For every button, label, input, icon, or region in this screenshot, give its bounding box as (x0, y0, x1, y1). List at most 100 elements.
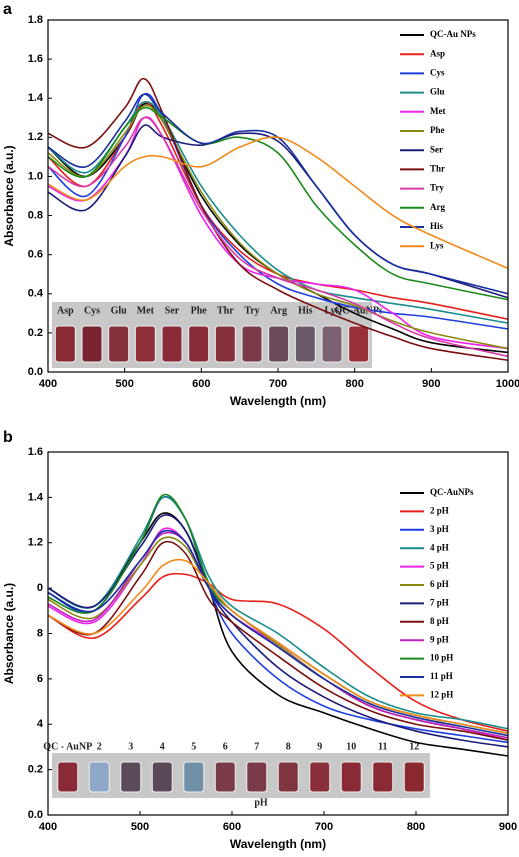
inset-photo (52, 753, 430, 798)
inset-label: 4 (160, 741, 165, 752)
inset-label: 5 (191, 741, 196, 752)
x-axis-title: Wavelength (nm) (230, 837, 326, 851)
inset-photo (52, 302, 372, 368)
vial (403, 761, 425, 793)
inset-label: 10 (346, 741, 356, 752)
series-line (47, 136, 509, 270)
legend-label: Cys (430, 67, 445, 77)
legend-label: 8 pH (430, 616, 449, 626)
y-tick-label: 0.2 (28, 764, 43, 776)
y-axis-title: Absorbance (a.u.) (2, 583, 16, 684)
vial (214, 761, 236, 793)
vial (134, 325, 156, 363)
series-line (47, 77, 509, 362)
vial (88, 761, 110, 793)
vial (268, 325, 290, 363)
y-tick-label: 8 (37, 627, 43, 639)
legend-label: 12 pH (430, 689, 453, 699)
vial (54, 325, 76, 363)
y-tick-label: 1.0 (28, 170, 43, 182)
legend-label: His (430, 221, 444, 231)
inset-label: QC-AuNPs (334, 305, 382, 316)
series-line (47, 540, 509, 741)
vial (183, 761, 205, 793)
vial (340, 761, 362, 793)
legend-label: 11 pH (430, 671, 453, 681)
y-tick-label: 6 (37, 673, 43, 685)
vial (120, 761, 142, 793)
inset-label: Thr (217, 305, 234, 316)
inset-label: 2 (97, 741, 102, 752)
legend-label: Phe (430, 125, 445, 135)
legend-label: 2 pH (430, 505, 449, 515)
series-line (47, 93, 509, 295)
x-tick-label: 700 (315, 821, 333, 833)
y-tick-label: 1.4 (28, 92, 44, 104)
vial (57, 761, 79, 793)
x-tick-label: 600 (223, 821, 241, 833)
y-tick-label: 1.2 (28, 131, 43, 143)
legend-label: 9 pH (430, 634, 449, 644)
series-line (47, 104, 509, 350)
y-tick-label: 1.8 (28, 14, 43, 26)
y-axis-title: Absorbance (a.u.) (2, 145, 16, 246)
y-tick-label: 0.2 (28, 327, 43, 339)
inset-label: Cys (84, 305, 100, 316)
legend-label: Ser (430, 144, 443, 154)
inset-label: Lys (324, 305, 339, 316)
series-line (47, 529, 509, 737)
inset-label: Ser (165, 305, 180, 316)
y-tick-label: 1.6 (28, 53, 43, 65)
legend-label: Arg (430, 202, 445, 212)
vial (294, 325, 316, 363)
legend-label: Thr (430, 163, 445, 173)
y-tick-label: 0 (37, 582, 43, 594)
x-tick-label: 900 (499, 821, 517, 833)
vial (151, 761, 173, 793)
legend-label: QC-AuNPs (430, 487, 474, 497)
inset-label: Phe (191, 305, 208, 316)
vial (348, 325, 370, 363)
inset-label: 7 (254, 741, 259, 752)
inset-label: His (298, 305, 313, 316)
vial (277, 761, 299, 793)
legend-label: 6 pH (430, 579, 449, 589)
x-tick-label: 1000 (496, 378, 519, 390)
inset-label: Glu (111, 305, 128, 316)
series-line (47, 496, 509, 730)
inset-label: Met (137, 305, 155, 316)
legend-label: Asp (430, 48, 445, 58)
vial (241, 325, 263, 363)
y-tick-label: 4 (37, 718, 44, 730)
y-tick-label: 1.2 (28, 537, 43, 549)
vial (214, 325, 236, 363)
legend-label: 7 pH (430, 597, 449, 607)
x-tick-label: 900 (422, 378, 440, 390)
legend-label: Lys (430, 240, 444, 250)
plot-frame (47, 19, 509, 373)
y-tick-label: 0.0 (28, 366, 43, 378)
legend-label: Try (430, 183, 444, 193)
panel-label: b (3, 429, 13, 446)
y-tick-label: 1.4 (28, 491, 44, 503)
inset-title: pH (254, 797, 268, 808)
x-tick-label: 800 (407, 821, 425, 833)
series-line (47, 558, 509, 735)
series-line (47, 572, 509, 732)
vial (188, 325, 210, 363)
inset-label: Try (244, 305, 259, 316)
inset-label: 3 (128, 741, 133, 752)
legend-label: 5 pH (430, 561, 449, 571)
x-tick-label: 500 (131, 821, 149, 833)
y-tick-label: 0.6 (28, 249, 43, 261)
vial (309, 761, 331, 793)
legend-label: QC-Au NPs (430, 29, 476, 39)
y-tick-label: 0.8 (28, 209, 43, 221)
legend-label: Glu (430, 87, 445, 97)
x-axis-title: Wavelength (nm) (230, 394, 326, 408)
y-tick-label: 1.6 (28, 446, 43, 458)
x-tick-label: 400 (39, 821, 57, 833)
inset-label: 12 (409, 741, 419, 752)
y-tick-label: 0.4 (28, 288, 44, 300)
